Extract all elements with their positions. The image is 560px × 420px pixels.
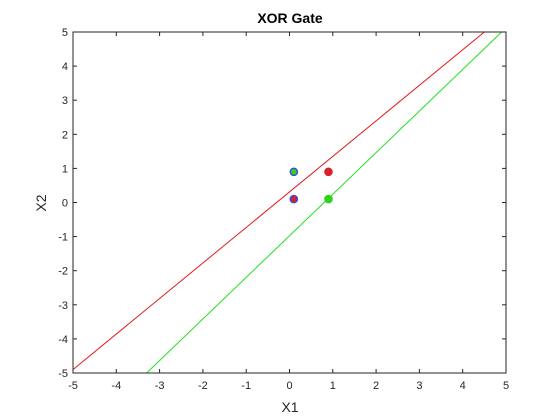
x-tick-label: -5: [68, 380, 78, 392]
x-axis-label: X1: [281, 399, 298, 415]
x-tick-label: -3: [155, 380, 165, 392]
y-tick-label: -1: [58, 232, 68, 244]
x-tick-label: -4: [111, 380, 121, 392]
x-tick-label: 1: [330, 380, 336, 392]
data-point-2: [289, 167, 299, 177]
x-tick-label: -2: [198, 380, 208, 392]
boundary-line-2: [146, 31, 503, 374]
x-tick-label: 2: [373, 380, 379, 392]
plot-area-frame: [72, 31, 507, 374]
x-tick-label: 4: [460, 380, 466, 392]
y-tick-label: -2: [58, 266, 68, 278]
y-tick-label: 0: [62, 198, 68, 210]
x-tick-label: 0: [286, 380, 292, 392]
data-points: [289, 167, 333, 204]
x-tick-label: -1: [241, 380, 251, 392]
y-tick-label: -4: [58, 334, 68, 346]
x-axis-ticks: -5 -4 -3 -2 -1 0 1 2 3 4 5: [68, 32, 509, 392]
y-axis-label: X2: [33, 194, 49, 211]
y-tick-label: 1: [62, 163, 68, 175]
y-tick-label: 5: [62, 27, 68, 39]
chart-title: XOR Gate: [257, 10, 323, 26]
x-tick-label: 3: [416, 380, 422, 392]
y-tick-label: -5: [58, 368, 68, 380]
decision-boundaries: [72, 31, 503, 374]
data-point-1: [289, 194, 299, 204]
y-axis-ticks: -5 -4 -3 -2 -1 0 1 2 3 4 5: [58, 27, 506, 380]
y-tick-label: 3: [62, 95, 68, 107]
boundary-line-1: [72, 31, 485, 370]
data-point-3: [324, 167, 333, 177]
x-tick-label: 5: [503, 380, 509, 392]
y-tick-label: -3: [58, 300, 68, 312]
y-tick-label: 2: [62, 129, 68, 141]
data-point-4: [324, 194, 333, 204]
y-tick-label: 4: [62, 61, 68, 73]
